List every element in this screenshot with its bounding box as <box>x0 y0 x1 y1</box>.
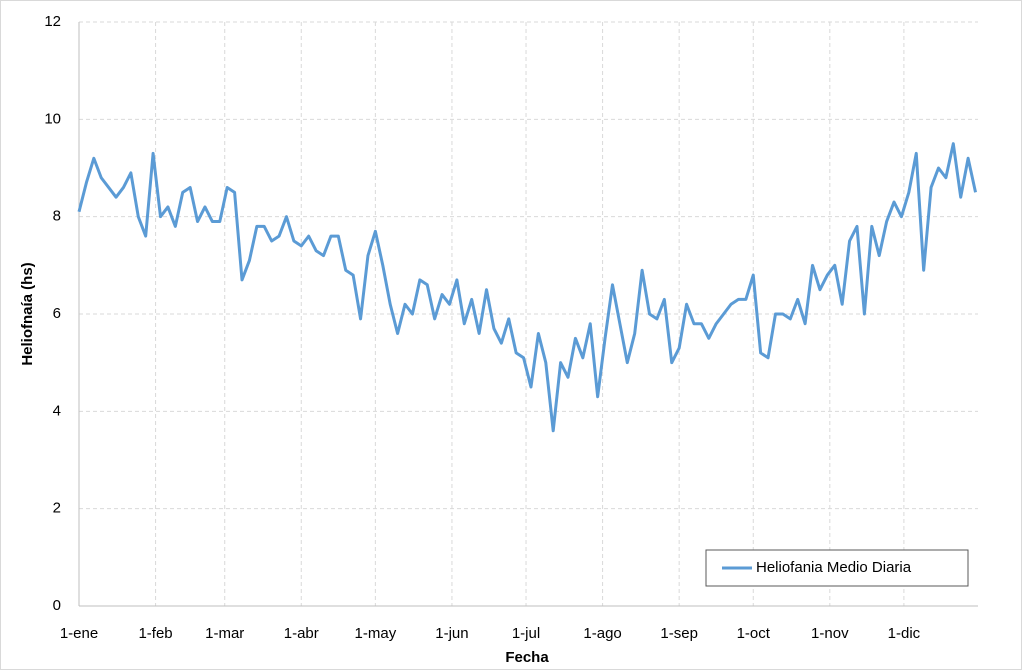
x-tick-label: 1-feb <box>138 625 172 642</box>
x-tick-label: 1-sep <box>660 625 698 642</box>
y-tick-label: 6 <box>53 305 61 322</box>
y-tick-label: 10 <box>44 110 61 127</box>
x-tick-label: 1-may <box>355 625 397 642</box>
y-tick-label: 12 <box>44 13 61 30</box>
y-tick-label: 4 <box>53 402 61 419</box>
x-tick-label: 1-ene <box>60 625 98 642</box>
x-tick-label: 1-nov <box>811 625 849 642</box>
x-tick-label: 1-abr <box>284 625 319 642</box>
x-tick-label: 1-oct <box>737 625 771 642</box>
x-tick-label: 1-jul <box>512 625 540 642</box>
y-tick-label: 2 <box>53 500 61 517</box>
y-tick-label: 0 <box>53 597 61 614</box>
x-tick-label: 1-ago <box>583 625 621 642</box>
y-tick-label: 8 <box>53 208 61 225</box>
x-tick-label: 1-dic <box>888 625 921 642</box>
y-axis-title: Heliofnaía (hs) <box>19 262 36 365</box>
x-axis-title: Fecha <box>505 649 549 666</box>
data-line <box>77 142 977 433</box>
x-tick-label: 1-jun <box>435 625 468 642</box>
x-tick-label: 1-mar <box>205 625 244 642</box>
legend-label: Heliofania Medio Diaria <box>756 559 912 576</box>
